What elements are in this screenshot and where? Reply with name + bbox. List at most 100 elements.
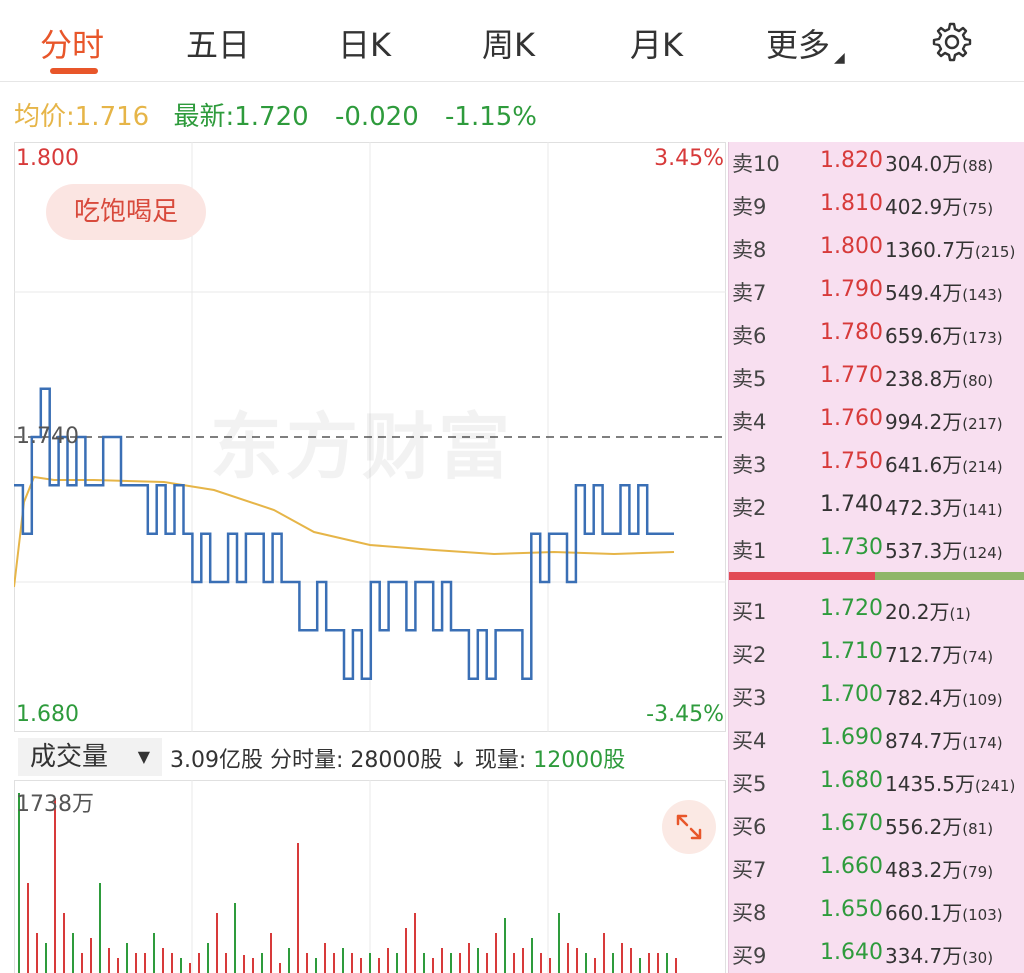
bid-price: 1.640 [820, 940, 883, 965]
top-price-label: 1.800 [16, 146, 79, 171]
volume-bar [270, 933, 272, 973]
tab-intraday[interactable]: 分时 [40, 26, 105, 64]
volume-bar [486, 953, 488, 973]
intraday-price-chart[interactable]: 东方财富 1.800 3.45% 1.740 1.680 -3.45% 吃饱喝足 [14, 142, 726, 732]
tab-more[interactable]: 更多 ◢ [766, 20, 845, 66]
volume-bar [468, 943, 470, 973]
bid-volume-value: 556.2万 [885, 815, 963, 839]
volume-bar [540, 953, 542, 973]
bid-row[interactable]: 买2 1.710 712.7万(74) [729, 633, 1024, 673]
ask-volume-value: 659.6万 [885, 324, 963, 348]
expand-icon[interactable] [662, 800, 716, 854]
ask-level-label: 卖6 [732, 324, 767, 348]
volume-bar [180, 958, 182, 973]
bid-volume: 782.4万(109) [885, 682, 1003, 711]
ask-level-label: 卖10 [732, 152, 780, 176]
ask-row[interactable]: 卖10 1.820 304.0万(88) [729, 142, 1024, 182]
bid-row[interactable]: 买8 1.650 660.1万(103) [729, 891, 1024, 931]
order-book: 卖10 1.820 304.0万(88) 卖9 1.810 402.9万(75) 卖8 1.8… [728, 142, 1024, 973]
bid-order-count: (103) [962, 906, 1003, 924]
volume-bar [423, 953, 425, 973]
ask-price: 1.800 [820, 234, 883, 259]
tab-monthly-k[interactable]: 月K [630, 26, 683, 64]
bid-order-count: (30) [962, 949, 994, 967]
ask-volume: 659.6万(173) [885, 320, 1003, 349]
ask-order-count: (217) [962, 415, 1003, 433]
bid-row[interactable]: 买5 1.680 1435.5万(241) [729, 762, 1024, 802]
ask-row[interactable]: 卖8 1.800 1360.7万(215) [729, 228, 1024, 268]
volume-bar [234, 903, 236, 973]
indicator-select[interactable]: 成交量 ▼ [18, 738, 162, 776]
ask-volume: 1360.7万(215) [885, 234, 1015, 263]
bid-row[interactable]: 买1 1.720 20.2万(1) [729, 590, 1024, 630]
bid-price: 1.690 [820, 725, 883, 750]
ask-price: 1.760 [820, 406, 883, 431]
volume-bar [18, 793, 20, 973]
ask-price: 1.790 [820, 277, 883, 302]
ask-row[interactable]: 卖4 1.760 994.2万(217) [729, 400, 1024, 440]
volume-bar [396, 953, 398, 973]
gear-icon[interactable] [930, 20, 974, 64]
volume-bar [126, 943, 128, 973]
ask-price: 1.810 [820, 191, 883, 216]
ask-row[interactable]: 卖9 1.810 402.9万(75) [729, 185, 1024, 225]
ask-level-label: 卖9 [732, 195, 767, 219]
bid-row[interactable]: 买7 1.660 483.2万(79) [729, 848, 1024, 888]
bid-price: 1.670 [820, 811, 883, 836]
volume-bar [306, 953, 308, 973]
bid-row[interactable]: 买4 1.690 874.7万(174) [729, 719, 1024, 759]
volume-bar [405, 928, 407, 973]
tab-weekly-k[interactable]: 周K [482, 26, 535, 64]
ask-level-label: 卖2 [732, 496, 767, 520]
total-volume: 3.09亿股 [170, 748, 263, 773]
volume-bar [198, 953, 200, 973]
volume-bar [252, 958, 254, 973]
volume-bar [414, 913, 416, 973]
bid-volume: 1435.5万(241) [885, 768, 1015, 797]
ask-volume: 304.0万(88) [885, 148, 993, 177]
bid-level-label: 买7 [732, 858, 767, 882]
latest-price-label: 最新: [173, 102, 235, 132]
volume-bar [513, 953, 515, 973]
volume-bar [522, 948, 524, 973]
promo-badge[interactable]: 吃饱喝足 [46, 184, 206, 240]
volume-bar [594, 958, 596, 973]
volume-bar [387, 948, 389, 973]
ask-volume-value: 641.6万 [885, 453, 963, 477]
ask-order-count: (124) [962, 544, 1003, 562]
volume-bars [18, 793, 677, 973]
ask-level-label: 卖7 [732, 281, 767, 305]
bid-volume-value: 1435.5万 [885, 772, 975, 796]
ask-row[interactable]: 卖6 1.780 659.6万(173) [729, 314, 1024, 354]
bid-row[interactable]: 买3 1.700 782.4万(109) [729, 676, 1024, 716]
volume-chart[interactable]: 1738万 [14, 780, 726, 973]
volume-info: 3.09亿股 分时量: 28000股 ↓ 现量: 12000股 [170, 742, 625, 774]
volume-bar [90, 938, 92, 973]
bid-row[interactable]: 买6 1.670 556.2万(81) [729, 805, 1024, 845]
ask-volume-value: 238.8万 [885, 367, 963, 391]
ask-row[interactable]: 卖3 1.750 641.6万(214) [729, 443, 1024, 483]
ask-volume: 238.8万(80) [885, 363, 993, 392]
price-chart-canvas [14, 142, 726, 732]
bid-row[interactable]: 买9 1.640 334.7万(30) [729, 934, 1024, 973]
ask-volume-value: 472.3万 [885, 496, 963, 520]
tab-five-day[interactable]: 五日 [186, 26, 251, 64]
ask-row[interactable]: 卖1 1.730 537.3万(124) [729, 529, 1024, 569]
volume-bar [342, 948, 344, 973]
ask-order-count: (143) [962, 286, 1003, 304]
bid-level-label: 买6 [732, 815, 767, 839]
tab-daily-k[interactable]: 日K [338, 26, 391, 64]
ask-row[interactable]: 卖7 1.790 549.4万(143) [729, 271, 1024, 311]
price-change-pct: -1.15% [445, 102, 538, 132]
volume-bar [81, 953, 83, 973]
down-arrow-icon: ↓ [449, 748, 468, 773]
ask-row[interactable]: 卖5 1.770 238.8万(80) [729, 357, 1024, 397]
ask-level-label: 卖5 [732, 367, 767, 391]
volume-bar [567, 943, 569, 973]
minute-volume-label: 分时量: [270, 748, 344, 773]
volume-bar [216, 913, 218, 973]
bid-volume-value: 782.4万 [885, 686, 963, 710]
volume-bar [630, 948, 632, 973]
bid-level-label: 买5 [732, 772, 767, 796]
ask-row[interactable]: 卖2 1.740 472.3万(141) [729, 486, 1024, 526]
